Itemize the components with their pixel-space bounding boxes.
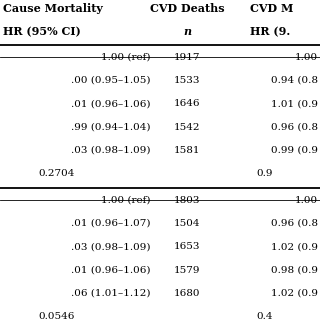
Text: CVD Deaths: CVD Deaths [150, 3, 225, 13]
Text: .01 (0.96–1.06): .01 (0.96–1.06) [71, 266, 150, 275]
Text: 1579: 1579 [174, 266, 200, 275]
Text: .06 (1.01–1.12): .06 (1.01–1.12) [71, 289, 150, 298]
Text: 1.02 (0.9: 1.02 (0.9 [271, 289, 318, 298]
Text: .03 (0.98–1.09): .03 (0.98–1.09) [71, 242, 150, 251]
Text: 1581: 1581 [174, 146, 200, 155]
Text: 1.00 (ref): 1.00 (ref) [101, 196, 150, 204]
Text: 1.00: 1.00 [295, 196, 318, 204]
Text: 0.9: 0.9 [256, 169, 273, 178]
Text: .01 (0.96–1.06): .01 (0.96–1.06) [71, 99, 150, 108]
Text: 0.99 (0.9: 0.99 (0.9 [271, 146, 318, 155]
Text: .00 (0.95–1.05): .00 (0.95–1.05) [71, 76, 150, 85]
Text: 1.02 (0.9: 1.02 (0.9 [271, 242, 318, 251]
Text: 1504: 1504 [174, 219, 200, 228]
Text: 0.4: 0.4 [256, 312, 273, 320]
Text: HR (95% CI): HR (95% CI) [3, 26, 81, 37]
Text: .03 (0.98–1.09): .03 (0.98–1.09) [71, 146, 150, 155]
Text: 1.00: 1.00 [295, 52, 318, 61]
Text: n: n [183, 26, 191, 37]
Text: 1646: 1646 [174, 99, 200, 108]
Text: 0.0546: 0.0546 [38, 312, 75, 320]
Text: 0.98 (0.9: 0.98 (0.9 [271, 266, 318, 275]
Text: 0.94 (0.8: 0.94 (0.8 [271, 76, 318, 85]
Text: 1917: 1917 [174, 52, 200, 61]
Text: 1653: 1653 [174, 242, 200, 251]
Text: 1.00 (ref): 1.00 (ref) [101, 52, 150, 61]
Text: .01 (0.96–1.07): .01 (0.96–1.07) [71, 219, 150, 228]
Text: 1533: 1533 [174, 76, 200, 85]
Text: 1680: 1680 [174, 289, 200, 298]
Text: 1803: 1803 [174, 196, 200, 204]
Text: 1.01 (0.9: 1.01 (0.9 [271, 99, 318, 108]
Text: .99 (0.94–1.04): .99 (0.94–1.04) [71, 123, 150, 132]
Text: Cause Mortality: Cause Mortality [3, 3, 103, 13]
Text: CVD M: CVD M [250, 3, 293, 13]
Text: 0.2704: 0.2704 [38, 169, 75, 178]
Text: 0.96 (0.8: 0.96 (0.8 [271, 219, 318, 228]
Text: 0.96 (0.8: 0.96 (0.8 [271, 123, 318, 132]
Text: HR (9.: HR (9. [250, 26, 290, 37]
Text: 1542: 1542 [174, 123, 200, 132]
